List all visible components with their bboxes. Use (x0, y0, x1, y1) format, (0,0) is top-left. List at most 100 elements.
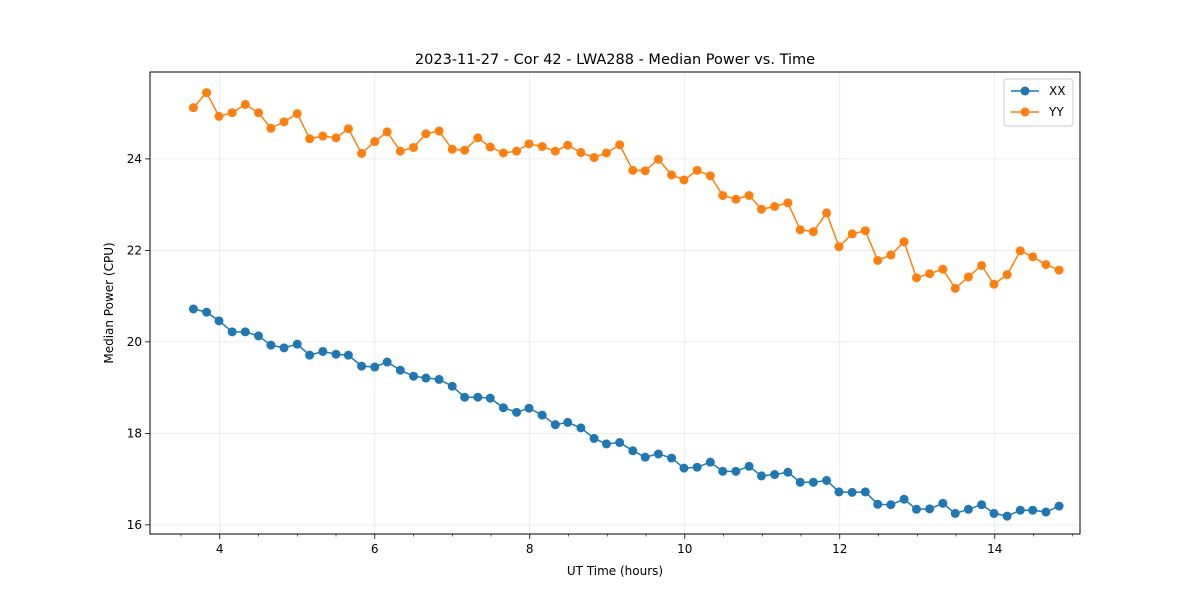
data-point-xx (370, 362, 380, 372)
data-point-xx (847, 487, 857, 497)
data-point-xx (667, 453, 677, 463)
grid-lines (150, 72, 1080, 534)
data-point-yy (188, 103, 198, 113)
data-point-yy (692, 165, 702, 175)
data-point-yy (537, 142, 547, 152)
data-point-xx (963, 504, 973, 514)
data-point-yy (653, 154, 663, 164)
data-point-xx (395, 365, 405, 375)
data-point-xx (989, 508, 999, 518)
data-point-xx (911, 504, 921, 514)
data-point-xx (1015, 505, 1025, 515)
data-point-yy (615, 140, 625, 150)
data-point-xx (977, 500, 987, 510)
data-point-xx (382, 357, 392, 367)
data-point-xx (1041, 507, 1051, 517)
data-point-yy (938, 264, 948, 274)
data-point-yy (382, 127, 392, 137)
y-axis-title: Median Power (CPU) (102, 242, 116, 363)
data-point-xx (950, 508, 960, 518)
data-point-yy (214, 111, 224, 121)
data-point-yy (254, 108, 263, 118)
data-point-xx (601, 439, 611, 449)
data-point-xx (421, 373, 431, 383)
y-tick-label: 16 (127, 518, 142, 532)
data-point-xx (886, 500, 896, 510)
data-point-yy (343, 124, 353, 134)
data-point-xx (808, 477, 818, 487)
data-point-xx (718, 466, 728, 476)
y-tick-label: 18 (127, 426, 142, 440)
data-point-yy (911, 273, 921, 283)
chart-title: 2023-11-27 - Cor 42 - LWA288 - Median Po… (415, 52, 815, 68)
data-point-yy (1054, 265, 1064, 275)
data-point-xx (873, 499, 883, 509)
y-tick-label: 22 (127, 243, 142, 257)
data-point-xx (473, 392, 483, 402)
data-point-xx (254, 331, 263, 341)
data-series (188, 88, 1064, 521)
data-point-yy (460, 145, 470, 155)
data-point-yy (227, 108, 237, 118)
data-point-xx (305, 350, 315, 360)
axes: 4 6 8 10 12 14 16 18 20 22 24 (127, 152, 1073, 556)
legend-xx-marker (1020, 86, 1030, 96)
data-point-xx (292, 339, 302, 349)
data-point-yy (395, 146, 405, 156)
data-point-xx (628, 446, 638, 456)
x-tick-label: 6 (371, 542, 379, 556)
data-point-xx (1028, 505, 1038, 515)
data-point-yy (731, 194, 741, 204)
data-point-yy (601, 148, 611, 158)
data-point-yy (628, 165, 638, 175)
data-point-xx (679, 463, 689, 473)
y-tick-label: 20 (127, 335, 142, 349)
data-point-yy (1041, 260, 1051, 270)
data-point-yy (705, 171, 715, 181)
data-point-xx (938, 498, 948, 508)
x-tick-label: 10 (677, 542, 692, 556)
data-point-yy (409, 142, 418, 152)
x-axis-title: UT Time (hours) (567, 564, 663, 578)
x-tick-label: 4 (216, 542, 224, 556)
data-point-yy (640, 166, 650, 176)
data-point-yy (989, 279, 999, 289)
data-point-yy (795, 225, 805, 235)
data-point-yy (240, 99, 250, 109)
data-point-xx (653, 449, 663, 459)
data-point-xx (925, 504, 935, 514)
data-point-yy (421, 129, 431, 139)
data-point-xx (537, 410, 547, 420)
data-point-yy (485, 142, 495, 152)
data-point-xx (460, 392, 470, 402)
data-point-yy (1002, 270, 1012, 280)
data-point-yy (899, 237, 909, 247)
data-point-yy (331, 133, 341, 143)
data-point-yy (783, 198, 793, 208)
x-tick-label: 14 (987, 542, 1002, 556)
data-point-yy (744, 191, 754, 200)
data-point-yy (357, 148, 367, 158)
data-point-xx (331, 349, 341, 359)
plot-area-frame (149, 71, 1081, 535)
data-point-xx (731, 466, 741, 476)
data-point-yy (977, 260, 987, 270)
data-point-yy (950, 283, 960, 293)
data-point-xx (485, 393, 495, 403)
data-point-xx (822, 475, 832, 485)
data-point-xx (1002, 511, 1012, 521)
data-point-yy (667, 170, 677, 180)
data-point-xx (550, 420, 560, 430)
data-point-xx (240, 327, 250, 337)
data-point-yy (886, 250, 896, 260)
data-point-xx (744, 461, 754, 471)
data-point-yy (1015, 246, 1025, 256)
data-point-xx (188, 304, 198, 314)
data-point-yy (576, 148, 586, 158)
y-tick-label: 24 (127, 152, 142, 166)
data-point-xx (498, 403, 508, 413)
data-point-xx (899, 494, 909, 504)
data-point-yy (589, 153, 599, 163)
data-point-yy (550, 146, 560, 156)
data-point-yy (473, 133, 483, 143)
